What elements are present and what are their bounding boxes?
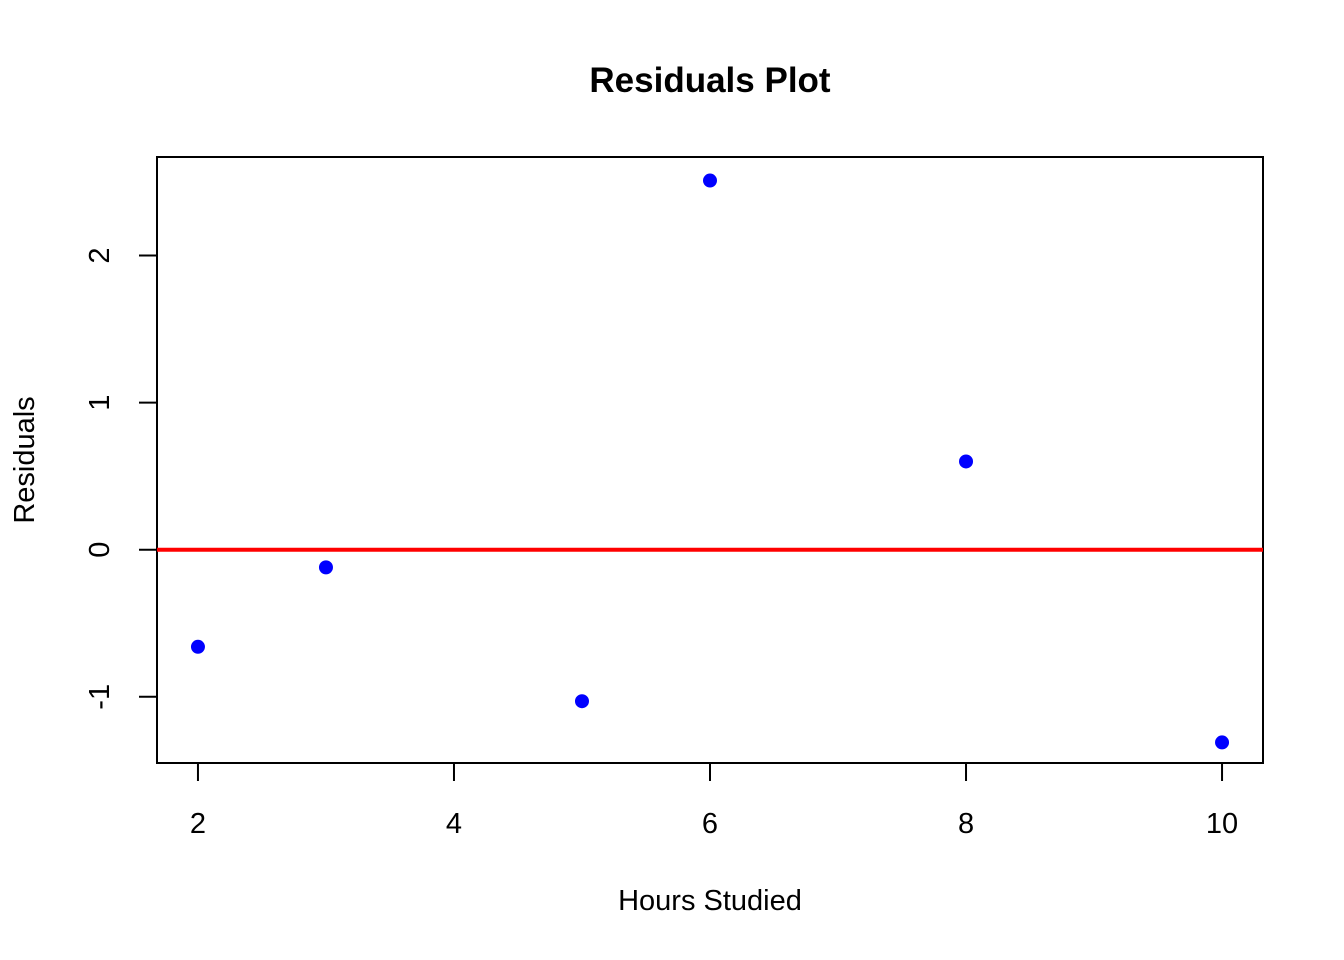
y-axis-label: Residuals bbox=[9, 396, 41, 523]
chart-title: Residuals Plot bbox=[589, 61, 831, 100]
data-point bbox=[703, 173, 717, 188]
x-tick-label: 8 bbox=[958, 808, 974, 840]
x-tick-label: 10 bbox=[1206, 808, 1238, 840]
x-axis-label: Hours Studied bbox=[618, 885, 802, 917]
data-point bbox=[1215, 735, 1230, 750]
y-tick-label: 0 bbox=[84, 542, 116, 558]
data-point bbox=[959, 454, 974, 469]
y-tick-label: 1 bbox=[84, 395, 116, 411]
x-tick-label: 4 bbox=[446, 808, 462, 840]
y-tick-label: 2 bbox=[84, 247, 116, 263]
x-tick-label: 6 bbox=[702, 808, 718, 840]
plot-frame bbox=[156, 156, 1264, 764]
data-point bbox=[190, 639, 205, 654]
y-tick-label: -1 bbox=[84, 684, 116, 710]
data-point bbox=[574, 694, 589, 709]
plot-area: 2 4 6 8 10 -1 0 1 2 bbox=[84, 156, 1264, 840]
x-tick-label: 2 bbox=[190, 808, 206, 840]
data-point bbox=[318, 560, 333, 575]
